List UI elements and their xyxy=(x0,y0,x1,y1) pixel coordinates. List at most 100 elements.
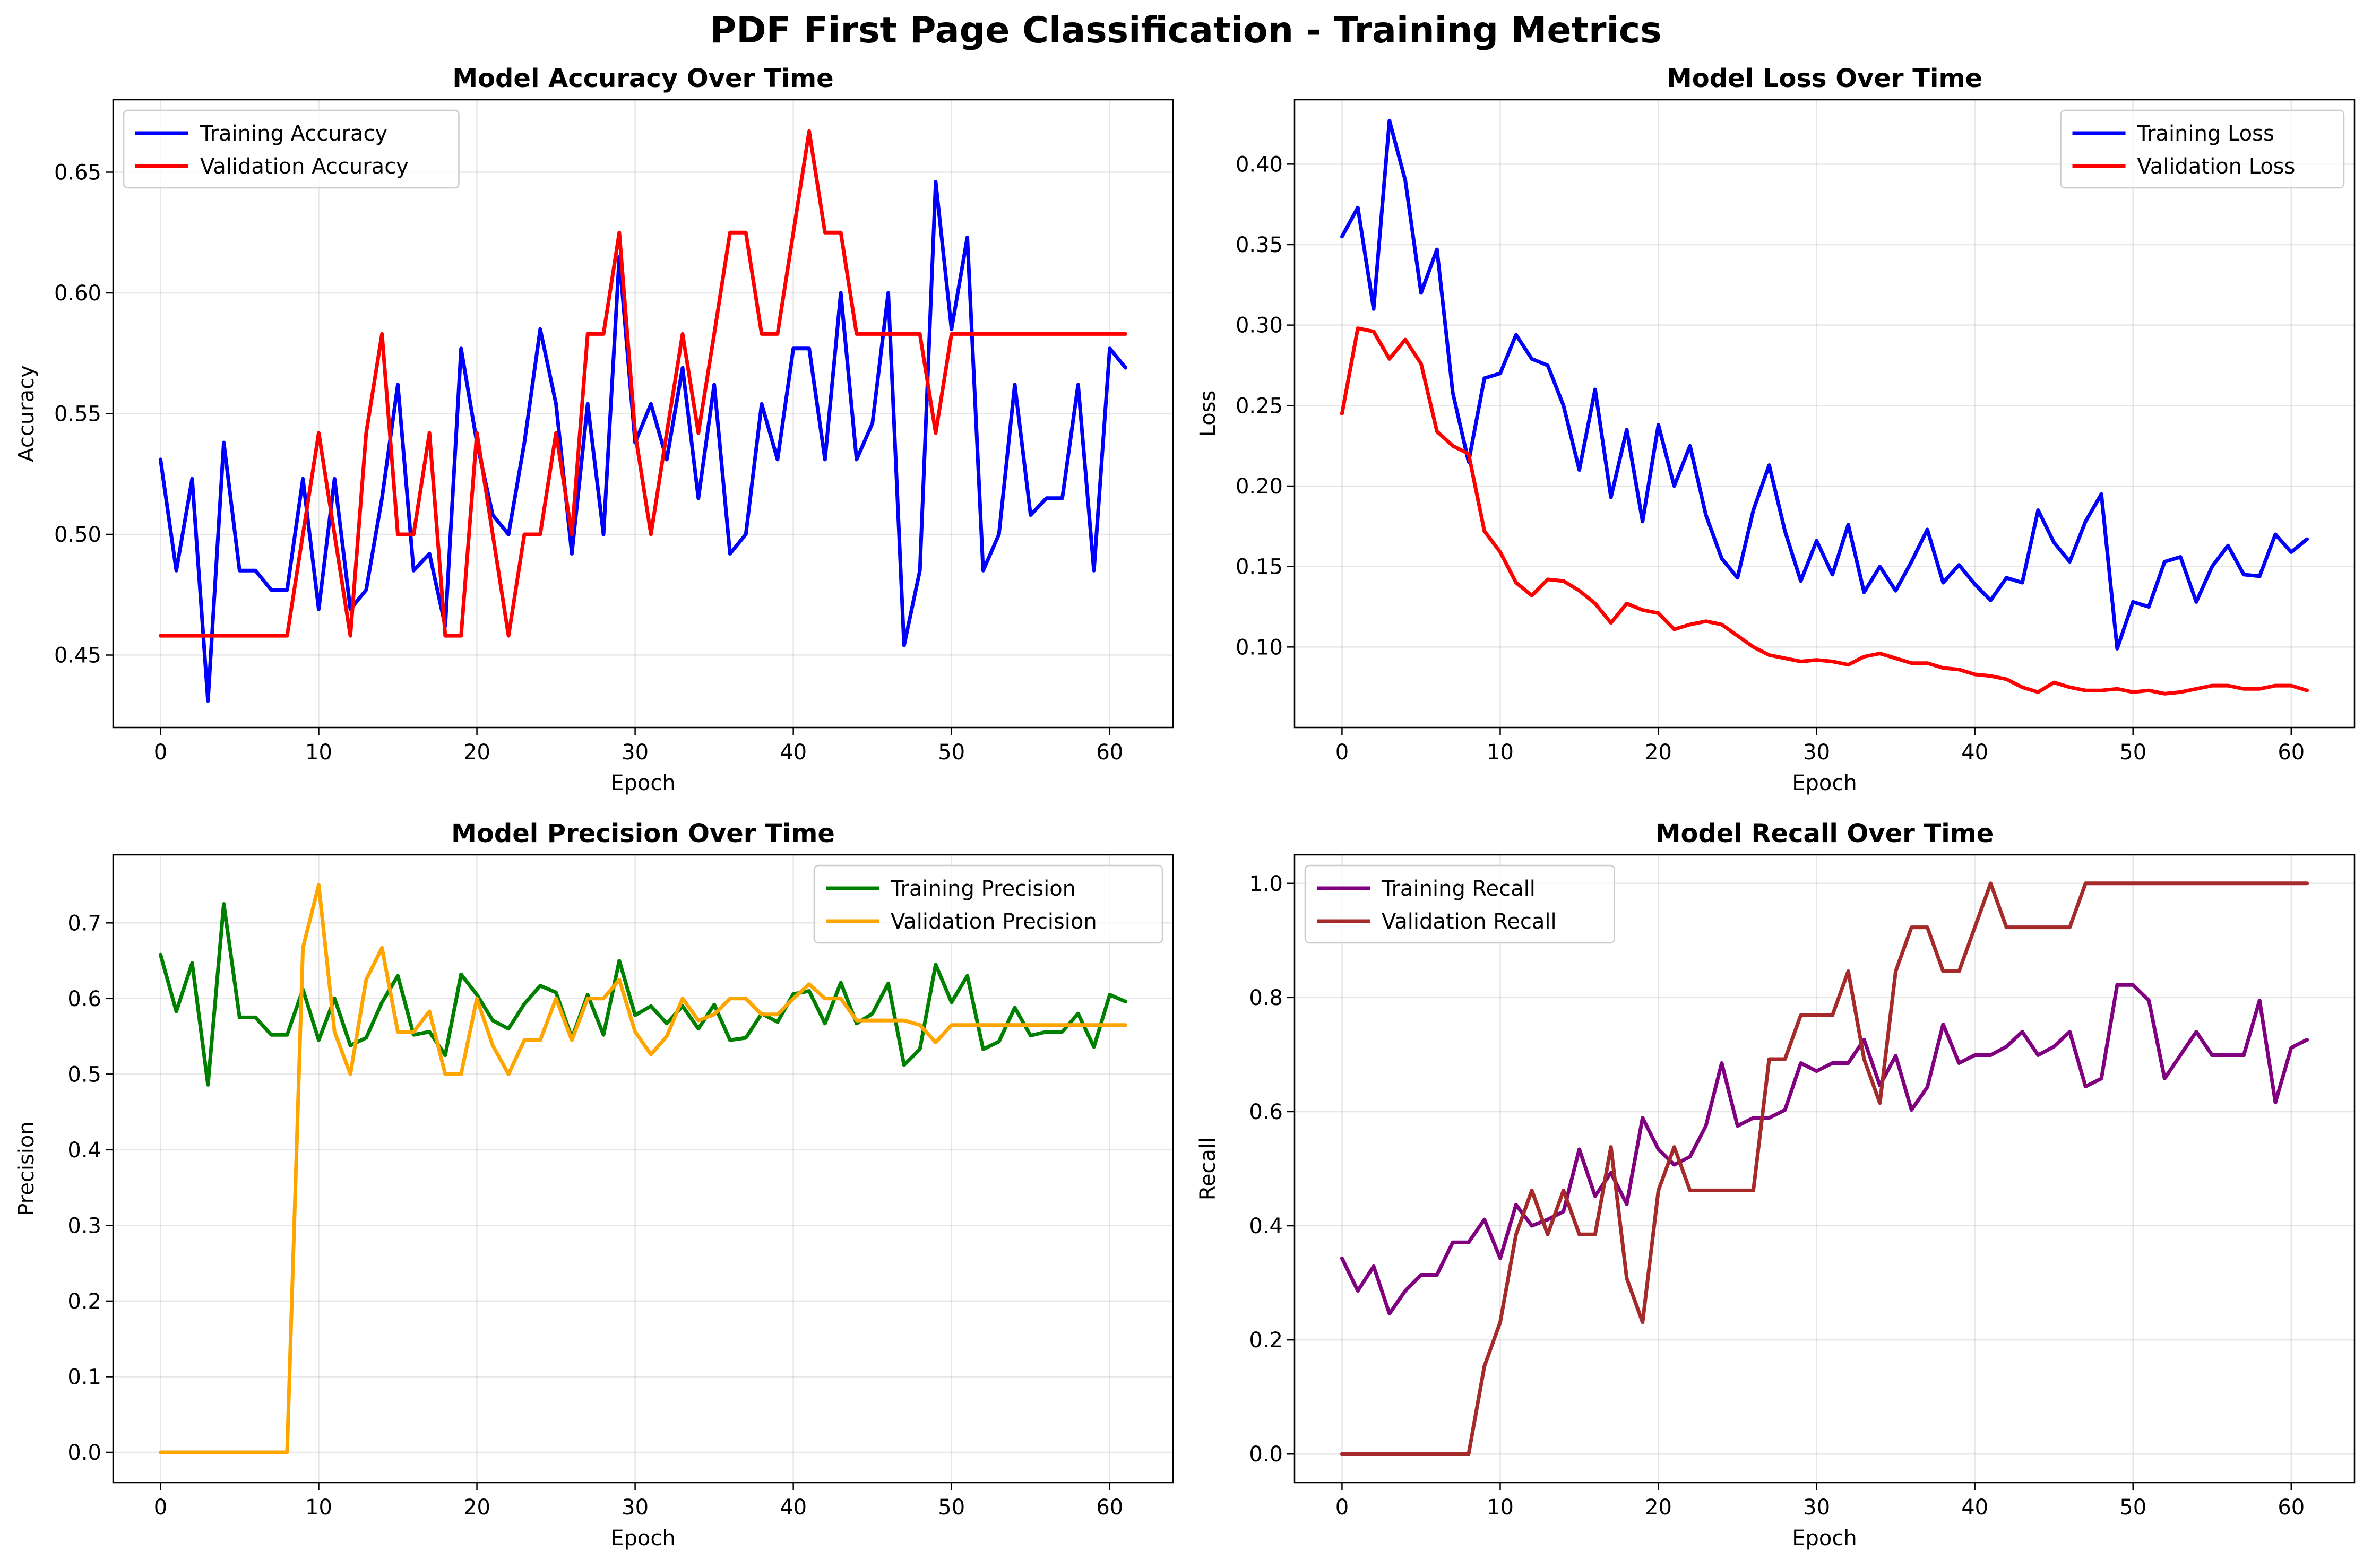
axes-frame xyxy=(112,854,1174,1484)
x-tick-label: 60 xyxy=(2278,1495,2305,1520)
y-tick-label: 0.1 xyxy=(67,1365,101,1389)
y-tick-label: 0.60 xyxy=(54,281,101,306)
x-axis-label: Epoch xyxy=(610,1526,675,1550)
series-line-2 xyxy=(1340,881,2309,1456)
x-tick-label: 10 xyxy=(305,1495,332,1520)
series-line-2 xyxy=(158,129,1128,638)
x-axis-label: Epoch xyxy=(1792,1526,1857,1550)
x-tick-label: 10 xyxy=(305,740,332,765)
y-axis-label: Precision xyxy=(14,1121,39,1216)
chart-title: Model Precision Over Time xyxy=(451,819,835,848)
x-tick-label: 0 xyxy=(1335,740,1349,765)
chart-1: 0 10 20 30 40 50 60 0.45 0.50 0.55 0.60 0.65 Model A… xyxy=(14,64,1174,795)
x-tick-label: 20 xyxy=(463,740,490,765)
figure-title: PDF First Page Classification - Training… xyxy=(710,10,1661,51)
x-tick-label: 20 xyxy=(1645,740,1672,765)
y-tick-label: 0.8 xyxy=(1249,986,1283,1010)
x-tick-label: 40 xyxy=(780,1495,807,1520)
x-tick-label: 30 xyxy=(622,1495,649,1520)
y-tick-label: 0.0 xyxy=(1249,1442,1283,1467)
x-axis-label: Epoch xyxy=(610,771,675,795)
x-tick-label: 30 xyxy=(1803,1495,1830,1520)
x-tick-label: 10 xyxy=(1487,1495,1514,1520)
x-tick-label: 0 xyxy=(154,740,167,765)
y-tick-label: 0.7 xyxy=(67,911,101,935)
y-tick-label: 0.0 xyxy=(67,1441,101,1465)
series-line-2 xyxy=(158,883,1128,1454)
x-tick-label: 40 xyxy=(780,740,807,765)
y-tick-label: 0.35 xyxy=(1236,233,1283,257)
legend-frame xyxy=(1304,864,1615,944)
legend-frame xyxy=(123,109,460,189)
x-tick-label: 50 xyxy=(2119,1495,2146,1520)
y-tick-label: 0.4 xyxy=(1249,1214,1283,1238)
y-axis-label: Accuracy xyxy=(14,365,39,462)
y-tick-label: 0.6 xyxy=(1249,1100,1283,1124)
legend-label: Training Precision xyxy=(890,877,1076,901)
y-tick-label: 0.4 xyxy=(67,1138,101,1163)
y-tick-label: 1.0 xyxy=(1249,872,1283,896)
chart-2: 0 10 20 30 40 50 60 0.10 0.15 0.20 0.25 0.30 0.35 0.4… xyxy=(1196,64,2356,795)
x-tick-label: 50 xyxy=(938,1495,965,1520)
series-line-1 xyxy=(158,902,1128,1087)
y-tick-label: 0.10 xyxy=(1236,635,1283,660)
y-tick-label: 0.65 xyxy=(54,161,101,185)
y-tick-label: 0.45 xyxy=(54,644,101,668)
axes-frame xyxy=(1293,854,2356,1484)
legend-label: Validation Loss xyxy=(2137,154,2296,179)
legend-label: Validation Accuracy xyxy=(200,154,409,179)
plot-area xyxy=(113,855,1173,1483)
y-axis-label: Loss xyxy=(1196,391,1220,437)
chart-3: 0 10 20 30 40 50 60 0.0 0.1 0.2 0.3 0.4 0.5 0.6 0.7 Mod… xyxy=(14,819,1174,1550)
chart-4: 0 10 20 30 40 50 60 0.0 0.2 0.4 0.6 0.8 1.0 Model Rec… xyxy=(1196,819,2356,1550)
legend: Training Loss Validation Loss xyxy=(2060,109,2345,189)
x-tick-label: 50 xyxy=(2119,740,2146,765)
legend: Training Precision Validation Precision xyxy=(813,864,1163,944)
legend: Training Recall Validation Recall xyxy=(1304,864,1615,944)
chart-title: Model Accuracy Over Time xyxy=(452,64,833,93)
legend-label: Training Accuracy xyxy=(200,122,387,146)
series-line-1 xyxy=(1340,983,2309,1316)
y-tick-label: 0.25 xyxy=(1236,394,1283,418)
x-tick-label: 30 xyxy=(1803,740,1830,765)
legend-frame xyxy=(813,864,1163,944)
x-tick-label: 30 xyxy=(622,740,649,765)
legend: Training Accuracy Validation Accuracy xyxy=(123,109,460,189)
legend-label: Training Loss xyxy=(2137,122,2274,146)
plot-area xyxy=(1295,855,2354,1483)
x-tick-label: 40 xyxy=(1961,740,1988,765)
y-tick-label: 0.3 xyxy=(67,1214,101,1238)
plot-area xyxy=(1295,100,2354,727)
legend-label: Validation Precision xyxy=(891,909,1097,934)
chart-title: Model Loss Over Time xyxy=(1667,64,1982,93)
series-line-1 xyxy=(1340,118,2309,651)
y-tick-label: 0.40 xyxy=(1236,152,1283,177)
series-line-2 xyxy=(1340,326,2309,696)
x-tick-label: 60 xyxy=(1096,1495,1123,1520)
x-axis-label: Epoch xyxy=(1792,771,1857,795)
x-tick-label: 20 xyxy=(463,1495,490,1520)
x-tick-label: 0 xyxy=(1335,1495,1349,1520)
series-line-1 xyxy=(158,180,1128,703)
legend-label: Training Recall xyxy=(1381,877,1536,901)
x-tick-label: 50 xyxy=(938,740,965,765)
axes-frame xyxy=(1293,99,2356,729)
x-tick-label: 40 xyxy=(1961,1495,1988,1520)
y-tick-label: 0.15 xyxy=(1236,555,1283,579)
y-tick-label: 0.2 xyxy=(1249,1328,1283,1353)
y-tick-label: 0.2 xyxy=(67,1289,101,1314)
y-tick-label: 0.30 xyxy=(1236,314,1283,338)
y-tick-label: 0.50 xyxy=(54,523,101,547)
x-tick-label: 10 xyxy=(1487,740,1514,765)
x-tick-label: 20 xyxy=(1645,1495,1672,1520)
x-tick-label: 60 xyxy=(2278,740,2305,765)
x-tick-label: 60 xyxy=(1096,740,1123,765)
x-tick-label: 0 xyxy=(154,1495,167,1520)
y-tick-label: 0.5 xyxy=(67,1062,101,1087)
y-tick-label: 0.20 xyxy=(1236,474,1283,499)
legend-label: Validation Recall xyxy=(1382,909,1557,934)
y-tick-label: 0.6 xyxy=(67,987,101,1011)
legend-frame xyxy=(2060,109,2345,189)
